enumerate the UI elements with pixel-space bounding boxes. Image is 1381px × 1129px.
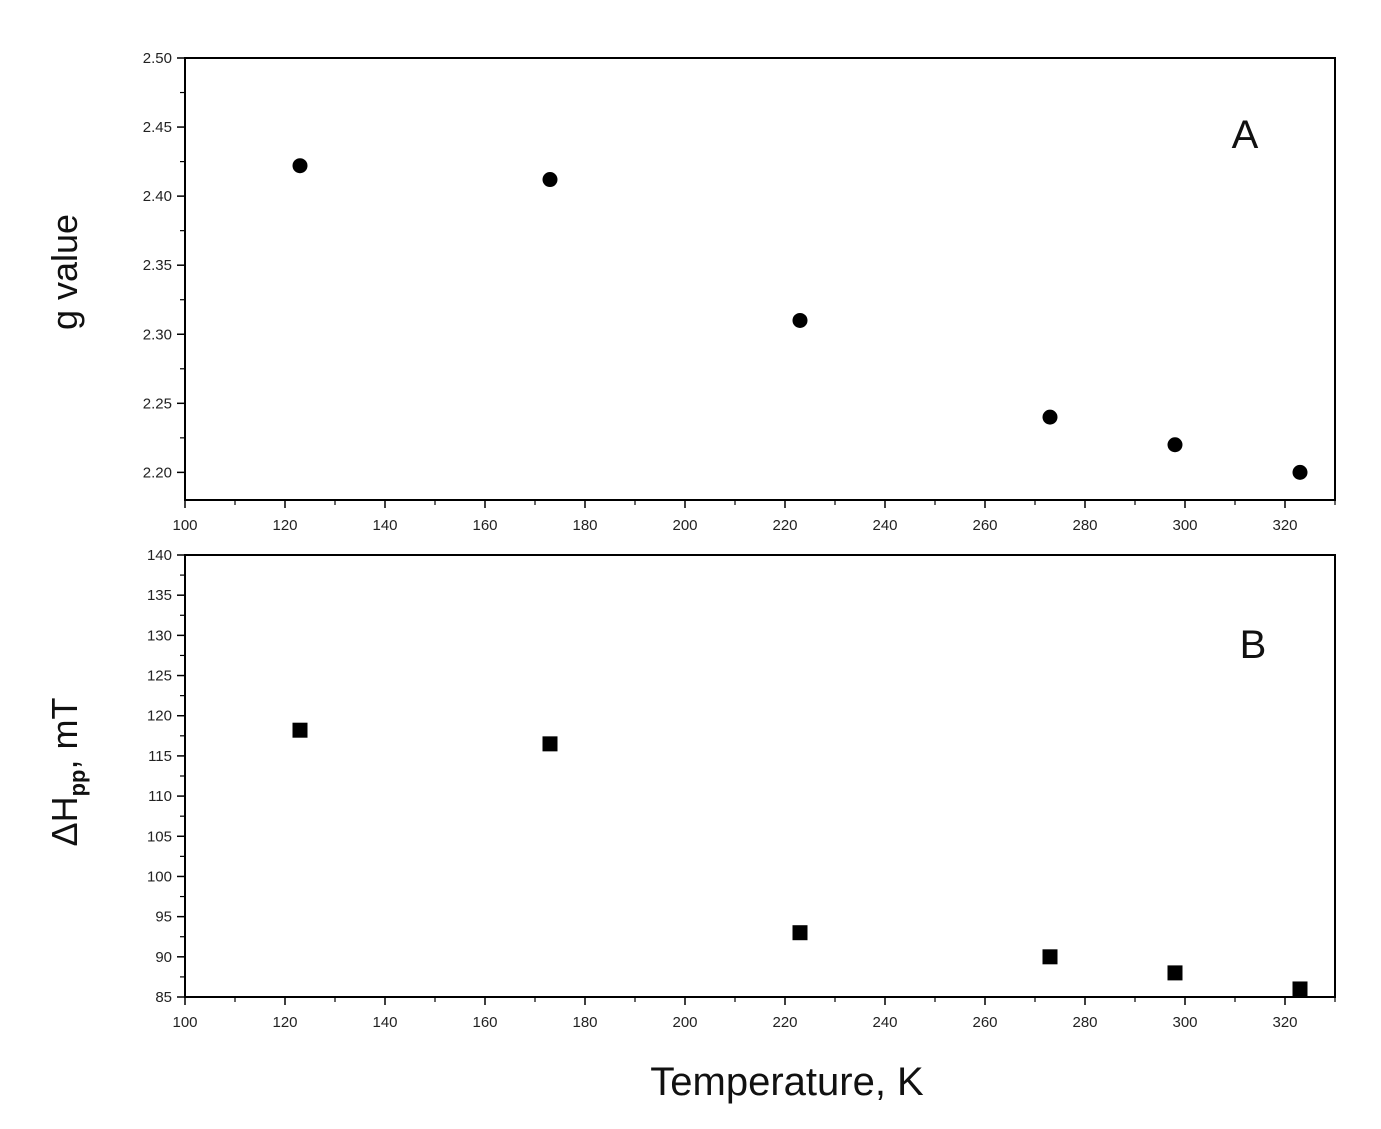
x-tick-label-b: 260 — [972, 1014, 997, 1031]
y-ticks-a: 2.20 2.25 2.30 2.35 2.40 2.45 2.50 — [143, 50, 185, 481]
y-axis-title-a: g value — [44, 214, 85, 330]
y-tick-label-b: 135 — [147, 587, 172, 604]
y-tick-label-a: 2.50 — [143, 50, 172, 67]
y-tick-label-a: 2.30 — [143, 326, 172, 343]
data-point-a — [1292, 464, 1308, 480]
x-tick-label-a: 120 — [272, 517, 297, 534]
data-point-a — [792, 312, 808, 328]
x-tick-label-b: 280 — [1072, 1014, 1097, 1031]
data-point-a — [292, 158, 308, 174]
data-point-b — [542, 736, 558, 752]
panel-label-a: A — [1232, 113, 1259, 157]
x-tick-label-a: 200 — [672, 517, 697, 534]
y-tick-label-b: 100 — [147, 868, 172, 885]
plot-frame-a — [184, 57, 1336, 501]
y-tick-label-b: 110 — [148, 788, 172, 805]
data-point-b — [792, 925, 808, 941]
x-tick-label-b: 200 — [672, 1014, 697, 1031]
y-tick-label-b: 115 — [148, 748, 172, 765]
x-tick-label-b: 240 — [872, 1014, 897, 1031]
x-tick-label-a: 100 — [172, 517, 197, 534]
x-tick-label-a: 300 — [1172, 517, 1197, 534]
y-tick-label-b: 130 — [147, 627, 172, 644]
x-tick-label-a: 140 — [372, 517, 397, 534]
y-tick-label-a: 2.35 — [143, 257, 172, 274]
y-tick-label-b: 140 — [147, 547, 172, 564]
x-tick-label-b: 100 — [172, 1014, 197, 1031]
data-point-b — [292, 722, 308, 738]
data-point-b — [1167, 965, 1183, 981]
x-ticks-a: 100 120 140 160 180 200 220 240 260 280 300 320 — [172, 500, 1336, 534]
y-axis-title-b-main: ΔH — [44, 796, 85, 846]
y-tick-label-b: 90 — [155, 949, 172, 966]
y-axis-title-b-tail: , mT — [44, 698, 85, 770]
data-point-a — [542, 172, 558, 188]
y-tick-label-a: 2.20 — [143, 464, 172, 481]
y-ticks-b: 85 90 95 100 105 110 115 120 125 130 135 140 — [147, 547, 185, 1006]
panel-a: 2.20 2.25 2.30 2.35 2.40 2.45 2.50 100 120 140 16… — [44, 50, 1336, 534]
x-tick-label-b: 180 — [572, 1014, 597, 1031]
x-tick-label-a: 280 — [1072, 517, 1097, 534]
data-point-b — [1042, 949, 1058, 965]
x-tick-label-b: 140 — [372, 1014, 397, 1031]
y-tick-label-b: 125 — [147, 668, 172, 685]
y-tick-label-a: 2.40 — [143, 188, 172, 205]
panel-label-b: B — [1240, 623, 1267, 667]
x-tick-label-b: 120 — [272, 1014, 297, 1031]
x-tick-label-a: 260 — [972, 517, 997, 534]
data-point-b — [1292, 981, 1308, 997]
x-tick-label-a: 220 — [772, 517, 797, 534]
x-tick-label-b: 300 — [1172, 1014, 1197, 1031]
data-points-b — [292, 722, 1308, 997]
plot-frame-b — [184, 554, 1336, 998]
panel-b: 85 90 95 100 105 110 115 120 125 130 135 140 100 120… — [44, 547, 1336, 1031]
data-points-a — [292, 158, 1308, 480]
x-tick-label-a: 160 — [472, 517, 497, 534]
y-tick-label-a: 2.25 — [143, 395, 172, 412]
x-tick-label-b: 220 — [772, 1014, 797, 1031]
x-ticks-b: 100 120 140 160 180 200 220 240 260 280 300 320 — [172, 997, 1336, 1031]
y-tick-label-b: 95 — [155, 909, 172, 926]
x-tick-label-b: 160 — [472, 1014, 497, 1031]
y-tick-label-b: 120 — [147, 708, 172, 725]
y-axis-title-b-sub: pp — [65, 770, 90, 797]
y-tick-label-b: 105 — [147, 828, 172, 845]
x-tick-label-a: 180 — [572, 517, 597, 534]
x-tick-label-a: 240 — [872, 517, 897, 534]
x-tick-label-b: 320 — [1272, 1014, 1297, 1031]
y-axis-title-b: ΔHpp, mT — [44, 698, 90, 847]
y-tick-label-a: 2.45 — [143, 119, 172, 136]
y-tick-label-b: 85 — [155, 989, 172, 1006]
data-point-a — [1042, 409, 1058, 425]
x-tick-label-a: 320 — [1272, 517, 1297, 534]
x-axis-title: Temperature, K — [650, 1060, 924, 1104]
data-point-a — [1167, 437, 1183, 453]
